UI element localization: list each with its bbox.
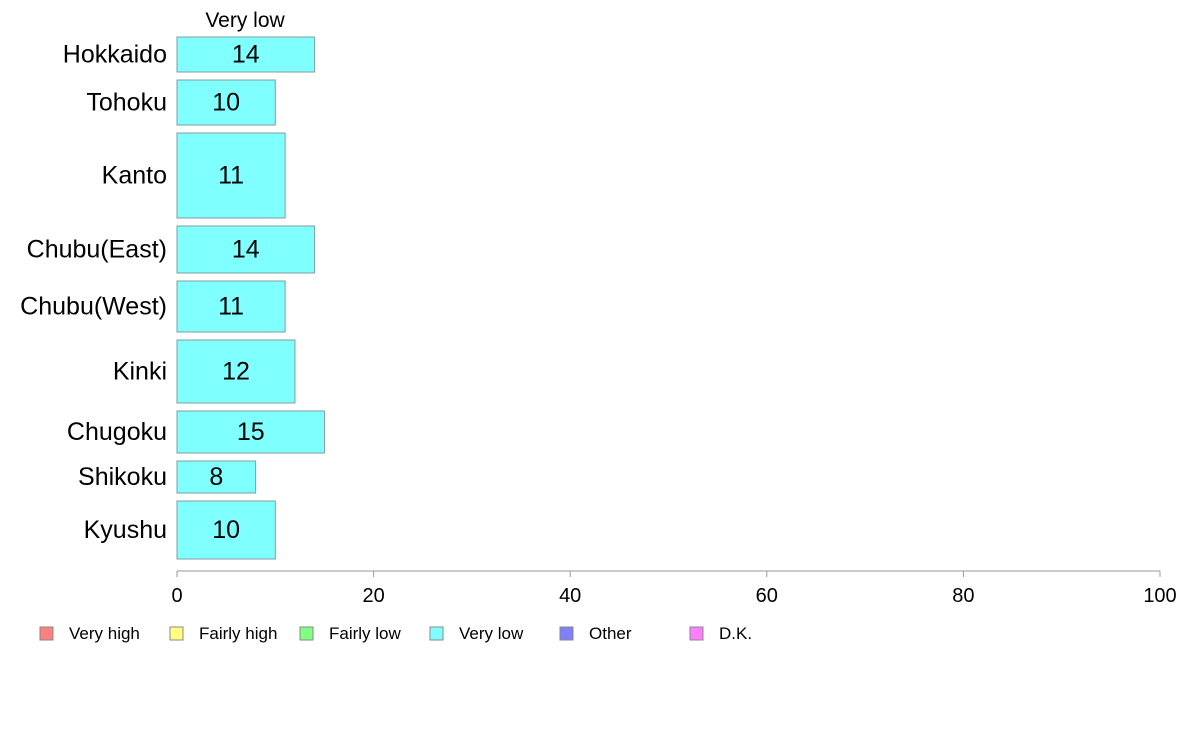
category-label: Shikoku	[78, 463, 167, 491]
bar-value-label: 14	[232, 236, 260, 264]
bar-value-label: 12	[222, 358, 250, 386]
bar	[176, 36, 316, 73]
legend-swatch	[429, 626, 444, 641]
x-tick-label: 60	[756, 585, 778, 607]
x-axis: 0 20 40 60 80 100	[171, 570, 1177, 607]
x-tick-label: 20	[362, 585, 384, 607]
bar-value-label: 11	[218, 293, 244, 321]
bar	[176, 225, 316, 274]
category-label: Tohoku	[86, 89, 167, 117]
category-labels: Hokkaido Tohoku Kanto Chubu(East) Chubu(West…	[20, 41, 167, 545]
legend-swatch	[559, 626, 574, 641]
legend-swatch	[299, 626, 314, 641]
bar	[176, 500, 276, 560]
bar	[176, 339, 296, 404]
bar	[176, 410, 325, 454]
bar-value-label: 10	[212, 89, 240, 117]
bar-value-label: 10	[212, 516, 240, 544]
bar	[176, 280, 286, 333]
x-tick-label: 80	[952, 585, 974, 607]
category-label: Kinki	[113, 358, 167, 386]
bar-value-label: 14	[232, 41, 260, 69]
category-label: Chugoku	[67, 418, 167, 446]
legend-label: Very low	[459, 624, 524, 643]
bar-value-label: 8	[209, 463, 223, 491]
bar	[176, 79, 276, 126]
legend-label: Fairly low	[329, 624, 402, 643]
bar	[176, 132, 286, 219]
legend-label: Fairly high	[199, 624, 277, 643]
legend-label: Very high	[69, 624, 140, 643]
legend: Very high Fairly high Fairly low Very low Ot…	[39, 624, 752, 643]
category-label: Hokkaido	[63, 41, 167, 69]
legend-swatch	[39, 626, 54, 641]
category-label: Chubu(West)	[20, 293, 167, 321]
x-tick-label: 40	[559, 585, 581, 607]
bars-group: 14 10 11 14 11 12 15 8 10	[176, 36, 325, 560]
bar-value-label: 11	[218, 162, 244, 190]
category-label: Kyushu	[84, 516, 167, 544]
category-label: Kanto	[102, 162, 167, 190]
legend-swatch	[689, 626, 704, 641]
x-tick-label: 0	[171, 585, 182, 607]
series-header-label: Very low	[205, 9, 285, 32]
legend-swatch	[169, 626, 184, 641]
bar-value-label: 15	[237, 418, 265, 446]
x-tick-label: 100	[1143, 585, 1176, 607]
bar	[176, 460, 257, 494]
category-label: Chubu(East)	[27, 236, 167, 264]
legend-label: D.K.	[719, 624, 752, 643]
legend-label: Other	[589, 624, 632, 643]
